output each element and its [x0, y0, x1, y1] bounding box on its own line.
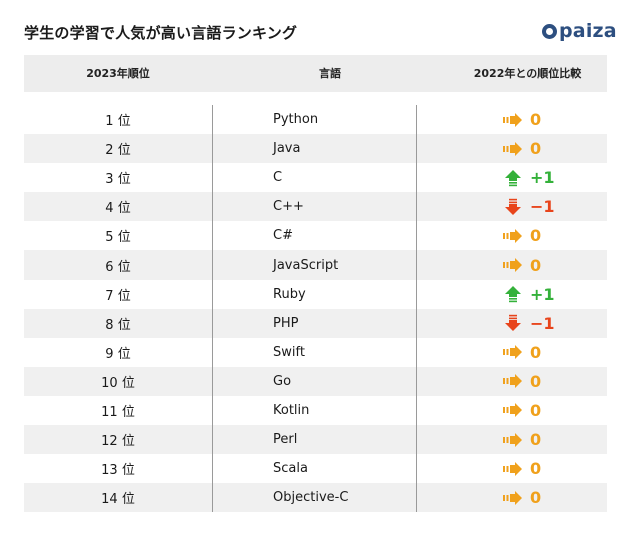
- change-cell: 0: [448, 372, 607, 391]
- arrow-down-icon: [502, 198, 524, 216]
- change-cell: 0: [448, 459, 607, 478]
- change-value: 0: [530, 400, 542, 420]
- arrow-right-icon: [502, 431, 524, 449]
- change-cell: +1: [448, 168, 607, 187]
- table-row: 5 位 C# 0: [24, 221, 607, 250]
- language-cell: Python: [273, 112, 319, 128]
- page-title: 学生の学習で人気が高い言語ランキング: [24, 24, 298, 42]
- logo-text: paiza: [559, 20, 617, 42]
- arrow-right-icon: [502, 256, 524, 274]
- change-value: 0: [530, 255, 542, 275]
- change-value: −1: [530, 313, 555, 333]
- change-value: +1: [530, 284, 555, 304]
- arrow-down-icon: [502, 314, 524, 332]
- header-change: 2022年との順位比較: [473, 67, 582, 80]
- language-cell: JavaScript: [273, 257, 339, 273]
- table-row: 10 位 Go 0: [24, 366, 607, 396]
- language-cell: C#: [273, 228, 293, 244]
- change-cell: +1: [448, 285, 607, 304]
- arrow-right-icon: [502, 489, 524, 507]
- arrow-right-icon: [502, 372, 524, 390]
- language-cell: C: [273, 170, 283, 186]
- header-language: 言語: [319, 67, 341, 80]
- rank-cell: 6 位: [105, 259, 131, 275]
- rank-cell: 7 位: [105, 288, 131, 304]
- language-cell: C++: [273, 199, 304, 215]
- language-cell: Swift: [273, 344, 305, 360]
- table-row: 9 位 Swift 0: [24, 338, 607, 367]
- language-cell: Java: [273, 141, 301, 157]
- table-row: 2 位 Java 0: [24, 134, 607, 164]
- paiza-logo: paiza: [542, 20, 617, 42]
- table-row: 12 位 Perl 0: [24, 425, 607, 455]
- change-cell: −1: [448, 197, 607, 216]
- rank-cell: 8 位: [105, 317, 131, 333]
- rank-cell: 2 位: [105, 143, 131, 159]
- rank-cell: 9 位: [105, 346, 131, 362]
- language-cell: Scala: [273, 461, 308, 477]
- change-cell: 0: [448, 110, 607, 129]
- change-value: 0: [530, 459, 542, 479]
- rank-cell: 5 位: [105, 230, 131, 246]
- change-value: 0: [530, 371, 542, 391]
- change-cell: 0: [448, 430, 607, 449]
- table-row: 3 位 C +1: [24, 163, 607, 192]
- change-cell: 0: [448, 226, 607, 245]
- table-row: 4 位 C++ −1: [24, 192, 607, 222]
- arrow-up-icon: [502, 169, 524, 187]
- change-value: 0: [530, 226, 542, 246]
- arrow-right-icon: [502, 140, 524, 158]
- change-value: 0: [530, 342, 542, 362]
- arrow-right-icon: [502, 227, 524, 245]
- language-cell: Perl: [273, 432, 298, 448]
- rank-cell: 4 位: [105, 201, 131, 217]
- change-value: 0: [530, 110, 542, 130]
- rank-cell: 13 位: [101, 463, 135, 479]
- language-cell: Go: [273, 373, 292, 389]
- rank-cell: 3 位: [105, 172, 131, 188]
- table-row: 14 位 Objective-C 0: [24, 483, 607, 513]
- paiza-logo-icon: [542, 23, 557, 39]
- language-cell: Objective-C: [273, 490, 349, 506]
- change-cell: 0: [448, 256, 607, 275]
- change-cell: 0: [448, 343, 607, 362]
- change-cell: 0: [448, 488, 607, 507]
- arrow-right-icon: [502, 111, 524, 129]
- header-rank: 2023年順位: [86, 67, 150, 80]
- rank-cell: 12 位: [101, 434, 135, 450]
- change-value: 0: [530, 430, 542, 450]
- column-divider: [212, 105, 213, 512]
- ranking-table: 1 位 Python 0 2 位 Java 0 3 位 C +1 4 位 C++ −1 5 位 C# 0 6 …: [24, 105, 607, 513]
- rank-cell: 1 位: [105, 114, 131, 130]
- column-divider: [416, 105, 417, 512]
- rank-cell: 14 位: [101, 492, 135, 508]
- arrow-up-icon: [502, 285, 524, 303]
- rank-cell: 10 位: [101, 375, 135, 391]
- change-value: +1: [530, 168, 555, 188]
- table-row: 8 位 PHP −1: [24, 308, 607, 338]
- arrow-right-icon: [502, 460, 524, 478]
- arrow-right-icon: [502, 343, 524, 361]
- table-row: 13 位 Scala 0: [24, 454, 607, 483]
- table-row: 11 位 Kotlin 0: [24, 396, 607, 425]
- change-value: 0: [530, 139, 542, 159]
- table-row: 7 位 Ruby +1: [24, 280, 607, 309]
- table-header: 2023年順位 言語 2022年との順位比較: [24, 55, 607, 92]
- language-cell: Ruby: [273, 286, 306, 302]
- rank-cell: 11 位: [101, 404, 135, 420]
- change-cell: 0: [448, 139, 607, 158]
- table-row: 6 位 JavaScript 0: [24, 250, 607, 280]
- change-cell: 0: [448, 401, 607, 420]
- table-row: 1 位 Python 0: [24, 105, 607, 134]
- change-value: −1: [530, 197, 555, 217]
- language-cell: Kotlin: [273, 402, 310, 418]
- change-value: 0: [530, 488, 542, 508]
- language-cell: PHP: [273, 315, 299, 331]
- arrow-right-icon: [502, 401, 524, 419]
- change-cell: −1: [448, 314, 607, 333]
